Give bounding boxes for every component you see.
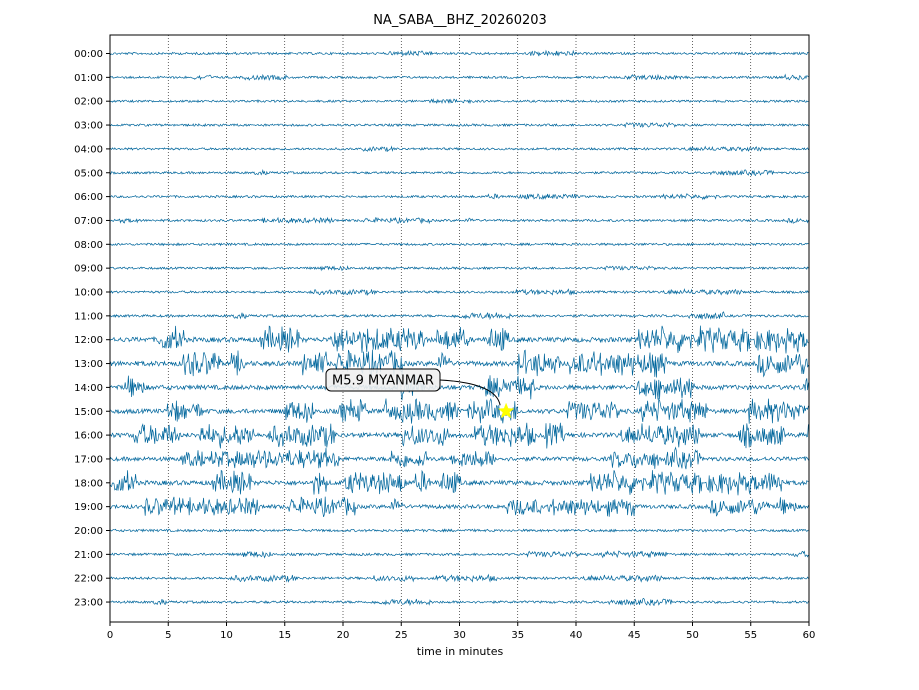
event-arrow: [439, 379, 501, 406]
y-tick-label: 19:00: [74, 502, 103, 513]
x-tick-label: 25: [395, 630, 408, 641]
trace-row: [109, 374, 809, 401]
y-tick-label: 05:00: [74, 168, 103, 179]
y-tick-label: 17:00: [74, 454, 103, 465]
trace-row: [109, 145, 809, 153]
y-tick-label: 03:00: [74, 121, 103, 132]
x-tick-label: 60: [803, 630, 816, 641]
x-tick-label: 10: [220, 630, 233, 641]
y-tick-label: 08:00: [74, 240, 103, 251]
x-tick-label: 30: [453, 630, 466, 641]
plot-frame: [109, 34, 810, 623]
trace-row: [109, 550, 809, 559]
trace-row: [109, 469, 809, 496]
y-tick-label: 11:00: [74, 311, 103, 322]
trace-row: [109, 528, 809, 533]
y-tick-label: 09:00: [74, 264, 103, 275]
seismic-traces: [109, 49, 809, 607]
y-tick-label: 13:00: [74, 359, 103, 370]
trace-row: [109, 325, 809, 354]
trace-row: [109, 349, 809, 378]
trace-row: [109, 573, 809, 583]
y-tick-label: 22:00: [74, 574, 103, 585]
y-tick-label: 00:00: [74, 49, 103, 60]
trace-row: [109, 288, 809, 296]
x-tick-label: 20: [337, 630, 350, 641]
event-star-marker: [497, 402, 515, 419]
trace-row: [109, 597, 809, 607]
trace-row: [109, 422, 809, 449]
x-tick-labels: 0 5 10 15 20 25 30 35 40 45 50 55 60: [107, 622, 816, 641]
y-tick-label: 04:00: [74, 144, 103, 155]
event-label: M5.9 MYANMAR: [332, 374, 434, 389]
trace-row: [109, 397, 809, 424]
x-tick-label: 45: [628, 630, 641, 641]
y-tick-label: 10:00: [74, 288, 103, 299]
x-tick-label: 15: [278, 630, 291, 641]
trace-row: [109, 168, 809, 177]
y-tick-label: 12:00: [74, 335, 103, 346]
x-axis-label: time in minutes: [417, 645, 504, 658]
trace-row: [109, 122, 809, 129]
trace-row: [109, 496, 809, 517]
y-tick-label: 07:00: [74, 216, 103, 227]
y-tick-label: 06:00: [74, 192, 103, 203]
event-label-box: [325, 368, 441, 392]
trace-row: [109, 216, 809, 225]
y-tick-label: 16:00: [74, 431, 103, 442]
trace-row: [109, 193, 809, 201]
x-tick-label: 5: [165, 630, 171, 641]
trace-row: [109, 311, 809, 321]
y-tick-label: 18:00: [74, 478, 103, 489]
trace-row: [109, 73, 809, 82]
trace-row: [109, 265, 809, 272]
grid-lines: [167, 35, 752, 622]
y-tick-label: 15:00: [74, 407, 103, 418]
x-tick-label: 35: [511, 630, 524, 641]
trace-row: [109, 446, 809, 470]
x-tick-label: 50: [686, 630, 699, 641]
y-tick-label: 20:00: [74, 526, 103, 537]
chart-title: NA_SABA__BHZ_20260203: [373, 13, 547, 28]
x-tick-label: 55: [744, 630, 757, 641]
y-tick-label: 23:00: [74, 598, 103, 609]
trace-row: [109, 49, 809, 57]
y-tick-label: 02:00: [74, 97, 103, 108]
x-tick-label: 40: [570, 630, 583, 641]
x-tick-label: 0: [107, 630, 113, 641]
event-annotation: M5.9 MYANMAR: [325, 368, 515, 419]
y-tick-labels: 00:00 01:00 02:00 03:00 04:00 05:00 06:00 07:00…: [74, 49, 110, 609]
y-tick-label: 14:00: [74, 383, 103, 394]
trace-row: [109, 98, 809, 105]
y-tick-label: 01:00: [74, 73, 103, 84]
trace-row: [109, 242, 809, 247]
y-tick-label: 21:00: [74, 550, 103, 561]
